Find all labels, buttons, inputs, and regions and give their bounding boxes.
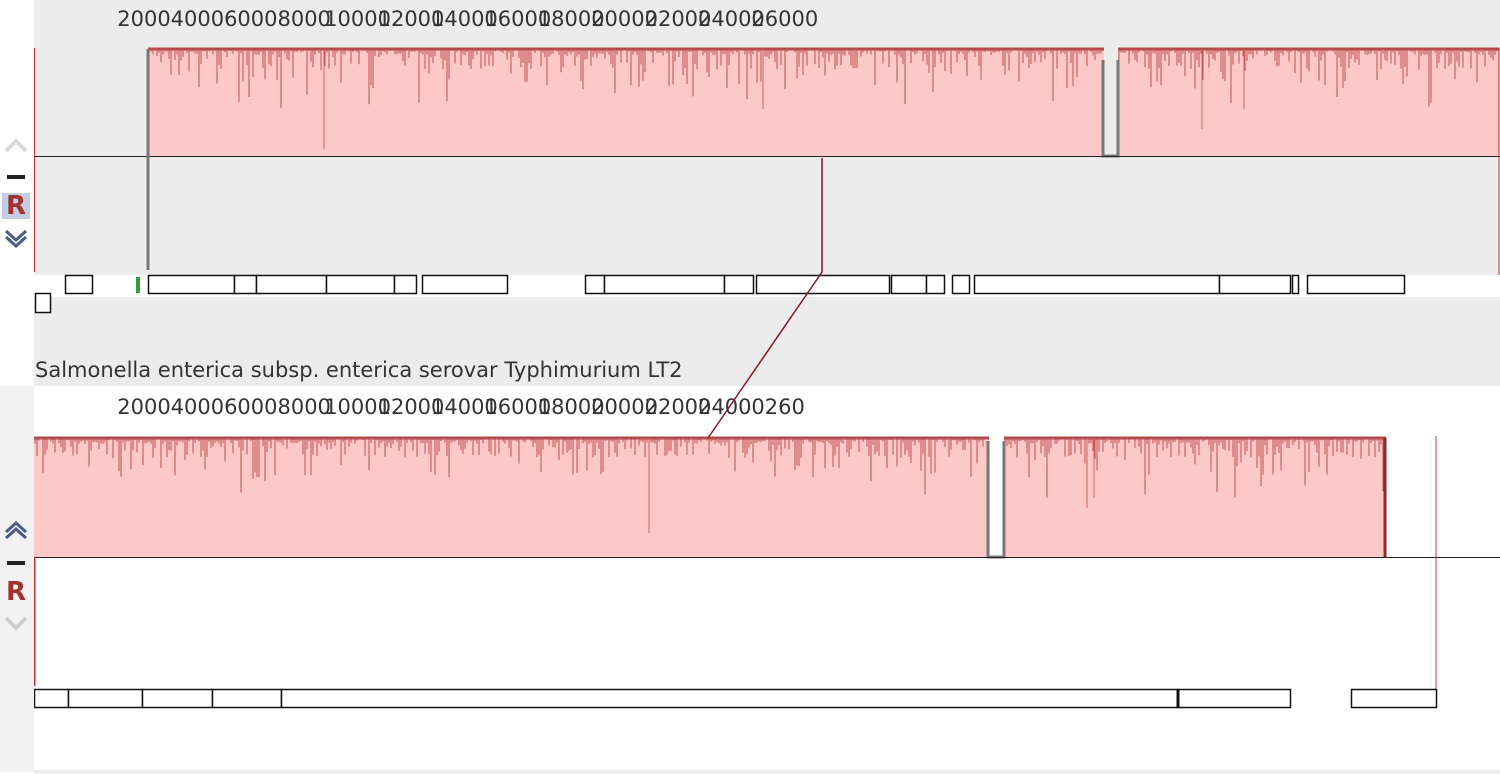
gene-feature xyxy=(603,274,726,295)
axis-tick-label: 16000 xyxy=(484,395,551,419)
alignment-gap xyxy=(1101,60,1120,158)
chevron-down-icon xyxy=(4,616,28,631)
axis-tick-label: 18000 xyxy=(538,395,605,419)
similarity-profile-spikes xyxy=(1118,49,1498,107)
chevron-up-icon xyxy=(4,520,28,540)
axis-tick-label: 14000 xyxy=(431,7,498,31)
minus-icon xyxy=(7,561,25,565)
gene-feature xyxy=(1177,688,1292,709)
axis-tick-label: 20000 xyxy=(591,395,658,419)
axis-tick-label: 12000 xyxy=(378,395,445,419)
gene-feature xyxy=(280,688,1180,709)
axis-tick-label: 14000 xyxy=(431,395,498,419)
gene-feature-reverse xyxy=(34,292,52,314)
axis-tick-label: 24000 xyxy=(698,395,765,419)
gene-feature xyxy=(951,274,971,295)
gene-feature xyxy=(211,688,283,709)
axis-tick-label: 6000 xyxy=(224,395,277,419)
gene-feature xyxy=(64,274,94,295)
axis-tick-label: 2000 xyxy=(117,7,170,31)
panel-controls-bottom: R xyxy=(0,386,34,772)
gene-feature xyxy=(141,688,214,709)
similarity-profile-fill xyxy=(148,49,1104,156)
lcb-block-bottom-1 xyxy=(34,436,1075,557)
gene-feature xyxy=(890,274,928,295)
gene-feature xyxy=(34,688,70,709)
axis-tick-label: 24000 xyxy=(698,7,765,31)
axis-tick-label: 22000 xyxy=(645,7,712,31)
gene-feature xyxy=(421,274,509,295)
chevron-down-icon xyxy=(4,229,28,249)
gene-feature xyxy=(723,274,755,295)
genome-panel-bottom: R 2000 4000 6000 8000 10000 12000 14000 16000 18… xyxy=(0,386,1500,774)
genome-panel-top: R 2000 4000 6000 8000 10000 12000 14000 16000 18… xyxy=(0,0,1500,386)
scroll-strip xyxy=(34,770,1500,774)
move-down-button[interactable] xyxy=(2,611,30,637)
axis-tick-label: 22000 xyxy=(645,395,712,419)
axis-tick-label: 26000 xyxy=(751,7,818,31)
lcb-block-top-1 xyxy=(148,47,1230,156)
genome-track-top-canvas[interactable]: 2000 4000 6000 8000100001200014000160001800… xyxy=(34,0,1500,386)
axis-tick-label: 20000 xyxy=(591,7,658,31)
panel-controls-top: R xyxy=(0,0,34,386)
axis-tick-label: 16000 xyxy=(484,7,551,31)
axis-tick-label: 4000 xyxy=(171,7,224,31)
reverse-button[interactable]: R xyxy=(2,193,30,219)
gene-feature xyxy=(393,274,418,295)
move-up-button[interactable] xyxy=(2,132,30,158)
chevron-up-icon xyxy=(4,138,28,153)
genome-name-bottom: Salmonella enterica subsp. enterica sero… xyxy=(35,358,683,382)
axis-tick-label: 18000 xyxy=(538,7,605,31)
axis-tick-label: 10000 xyxy=(324,7,391,31)
gene-feature xyxy=(584,274,606,295)
gene-feature xyxy=(325,274,396,295)
gene-feature-green xyxy=(136,277,140,293)
genome-track-bottom-canvas[interactable]: 2000 4000 6000 8000100001200014000160001800… xyxy=(34,386,1500,770)
gene-feature xyxy=(1350,688,1438,709)
genome-track-top[interactable]: 2000 4000 6000 8000 10000 12000 14000 16000 1800… xyxy=(34,0,1500,386)
gene-feature xyxy=(233,274,258,295)
gene-feature xyxy=(755,274,891,295)
axis-tick-label: 2000 xyxy=(117,395,170,419)
hide-button[interactable] xyxy=(2,164,30,190)
axis-tick-label: 6000 xyxy=(224,7,277,31)
gene-feature xyxy=(973,274,1221,295)
gene-feature xyxy=(1218,274,1292,295)
gene-feature xyxy=(925,274,946,295)
axis-tick-label: 260 xyxy=(765,395,805,419)
hide-button[interactable] xyxy=(2,550,30,576)
gene-feature xyxy=(255,274,328,295)
lcb-block-bottom-2 xyxy=(1004,436,1386,557)
move-down-button[interactable] xyxy=(2,225,30,251)
gene-feature xyxy=(1291,274,1300,295)
genome-track-bottom[interactable]: 2000 4000 6000 8000 10000 12000 14000 16000 1800… xyxy=(34,386,1500,770)
axis-tick-label: 8000 xyxy=(277,395,330,419)
reverse-button[interactable]: R xyxy=(5,577,27,607)
lcb-block-top-2 xyxy=(1118,47,1499,156)
gene-feature xyxy=(67,688,144,709)
axis-tick-label: 8000 xyxy=(277,7,330,31)
alignment-gap xyxy=(986,441,1006,559)
minus-icon xyxy=(7,175,25,179)
gene-feature xyxy=(1306,274,1406,295)
axis-tick-label: 4000 xyxy=(171,395,224,419)
gene-feature xyxy=(147,274,236,295)
similarity-profile-spikes xyxy=(34,438,988,495)
move-up-button[interactable] xyxy=(2,518,30,544)
similarity-profile-fill xyxy=(34,438,989,557)
axis-tick-label: 12000 xyxy=(378,7,445,31)
axis-tick-label: 10000 xyxy=(324,395,391,419)
